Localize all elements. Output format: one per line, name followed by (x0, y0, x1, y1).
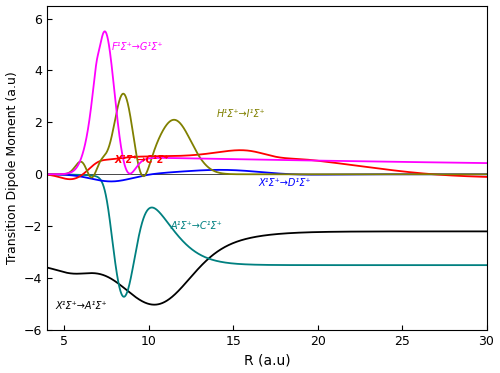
Text: F¹Σ⁺→G¹Σ⁺: F¹Σ⁺→G¹Σ⁺ (112, 42, 163, 52)
Text: X¹Σ⁺→A¹Σ⁺: X¹Σ⁺→A¹Σ⁺ (56, 301, 108, 311)
Text: H¹Σ⁺→I¹Σ⁺: H¹Σ⁺→I¹Σ⁺ (216, 109, 265, 119)
Text: X¹Σ⁺→D¹Σ⁺: X¹Σ⁺→D¹Σ⁺ (258, 178, 311, 188)
Y-axis label: Transition Dipole Moment (a.u): Transition Dipole Moment (a.u) (6, 71, 18, 264)
Text: A¹Σ⁺→C¹Σ⁺: A¹Σ⁺→C¹Σ⁺ (170, 221, 222, 231)
Text: X¹Σ⁺→C¹Σ⁺: X¹Σ⁺→C¹Σ⁺ (115, 156, 170, 165)
X-axis label: R (a.u): R (a.u) (244, 354, 290, 367)
